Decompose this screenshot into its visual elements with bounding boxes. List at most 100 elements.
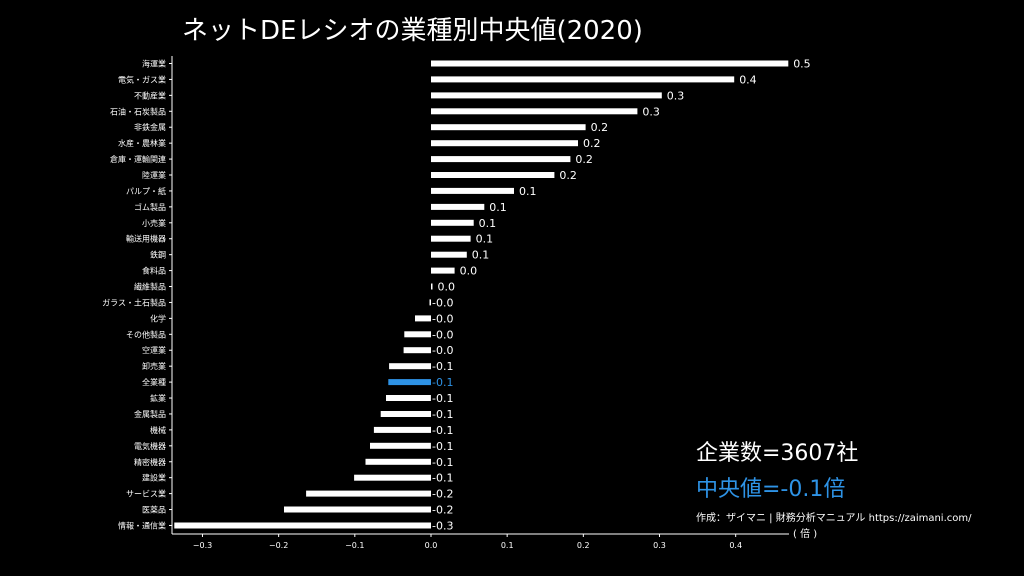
bar-value-label: 0.2 — [575, 153, 593, 166]
y-tick-label: 建設業 — [142, 473, 166, 483]
y-tick-label: 空運業 — [142, 345, 166, 355]
x-tick-label: 0.1 — [501, 541, 514, 550]
y-tick-label: ゴム製品 — [134, 202, 166, 212]
bar-value-label: -0.1 — [432, 440, 453, 453]
bar — [431, 172, 555, 178]
bar-value-label: 0.0 — [460, 265, 478, 278]
bar-value-label: 0.0 — [438, 281, 456, 294]
y-tick-label: 水産・農林業 — [118, 138, 166, 148]
bar — [431, 267, 455, 274]
bar — [431, 219, 474, 226]
y-tick-label: 鉱業 — [150, 393, 166, 403]
y-tick-label: サービス業 — [126, 489, 166, 499]
bar-value-label: 0.5 — [793, 58, 811, 71]
bar-value-label: 0.2 — [559, 169, 577, 182]
y-tick-label: その他製品 — [126, 329, 166, 339]
y-tick-label: 繊維製品 — [134, 282, 166, 292]
bar — [404, 331, 431, 338]
y-tick-label: 石油・石炭製品 — [110, 106, 166, 116]
bar-value-label: 0.2 — [591, 121, 609, 134]
bar-value-label: -0.2 — [432, 504, 453, 517]
x-tick-label: −0.1 — [345, 541, 364, 550]
y-tick-label: 鉄鋼 — [150, 250, 166, 260]
y-tick-label: 金属製品 — [134, 409, 166, 419]
axes-group: −0.3 −0.2 −0.1 0.0 0.1 0.2 0.3 0.4 — [169, 56, 789, 550]
bar-value-label: -0.1 — [432, 408, 453, 421]
bar — [429, 299, 431, 306]
bar-value-label: 0.1 — [476, 233, 494, 246]
bar — [431, 92, 662, 99]
bars-group — [174, 60, 789, 529]
bar — [431, 251, 467, 258]
y-tick-label: 不動産業 — [134, 90, 166, 100]
bar-value-label: -0.1 — [432, 472, 453, 485]
bar-value-label: -0.1 — [432, 424, 453, 437]
bar-value-label: 0.1 — [472, 249, 490, 262]
y-tick-label: 輸送用機器 — [126, 234, 166, 244]
bar-value-label: -0.1 — [432, 376, 453, 389]
bar — [389, 363, 431, 370]
y-tick-label: 海運業 — [142, 59, 166, 69]
chart-title: ネットDEレシオの業種別中央値(2020) — [182, 16, 643, 46]
bar-value-label: -0.1 — [432, 360, 453, 373]
y-tick-label: 機械 — [150, 425, 166, 435]
x-axis-unit-label: ( 倍 ) — [793, 529, 818, 540]
y-tick-label: 化学 — [150, 313, 166, 323]
bar — [431, 140, 578, 147]
bar-value-label: -0.1 — [432, 456, 453, 469]
bar — [415, 315, 431, 322]
bar — [380, 411, 431, 417]
bar — [431, 187, 514, 194]
y-tick-label: 情報・通信業 — [118, 521, 166, 531]
bar-value-label: -0.0 — [432, 296, 453, 309]
bar — [431, 283, 433, 290]
bar — [431, 76, 735, 83]
y-tick-label: 電気機器 — [134, 441, 166, 451]
bar — [431, 108, 638, 115]
y-tick-label: 倉庫・運輸関連 — [110, 154, 166, 164]
bar-value-labels-group: 0.5 0.4 0.3 0.3 0.2 0.2 0.2 0.2 0.1 0.1 0.1 0.1 0.1 0… — [432, 58, 811, 533]
bar-value-label: -0.3 — [432, 520, 453, 533]
source-credit: 作成：ザイマニ | 財務分析マニュアル https://zaimani.com/ — [696, 513, 972, 524]
bar — [306, 490, 431, 497]
y-tick-label: 小売業 — [142, 218, 166, 228]
bar — [431, 124, 586, 131]
x-tick-label: −0.3 — [193, 541, 212, 550]
bar — [388, 379, 431, 386]
company-count: 企業数=3607社 — [696, 441, 859, 466]
y-tick-label: 非鉄金属 — [134, 122, 166, 132]
y-tick-label: 食料品 — [142, 266, 166, 276]
bar-value-label: 0.1 — [479, 217, 497, 230]
bar-value-label: 0.2 — [583, 137, 601, 150]
x-tick-label: 0.2 — [577, 541, 590, 550]
bar — [431, 156, 571, 163]
y-axis-labels-group: 海運業電気・ガス業不動産業石油・石炭製品非鉄金属水産・農林業倉庫・運輸関連陸運業… — [102, 59, 166, 531]
bar-value-label: -0.0 — [432, 312, 453, 325]
bar — [373, 426, 431, 433]
bar-value-label: -0.1 — [432, 392, 453, 405]
bar — [431, 203, 485, 210]
y-tick-label: 医薬品 — [142, 505, 166, 515]
bar-value-label: 0.1 — [489, 201, 507, 214]
bar — [431, 235, 471, 242]
bar — [365, 458, 431, 465]
bar — [370, 442, 431, 449]
bar — [403, 347, 431, 354]
bar-value-label: 0.3 — [642, 105, 660, 118]
bar — [354, 474, 431, 481]
x-tick-label: 0.0 — [425, 541, 438, 550]
y-tick-label: 全業種 — [142, 377, 166, 387]
bar-value-label: -0.0 — [432, 328, 453, 341]
x-tick-label: −0.2 — [269, 541, 288, 550]
bar — [386, 395, 431, 401]
bar — [431, 60, 789, 67]
y-tick-label: パルプ・紙 — [126, 186, 166, 196]
y-tick-label: 電気・ガス業 — [118, 74, 166, 84]
x-tick-label: 0.3 — [653, 541, 666, 550]
bar-value-label: 0.4 — [739, 73, 757, 86]
y-tick-label: 陸運業 — [142, 170, 166, 180]
bar-value-label: -0.0 — [432, 344, 453, 357]
y-tick-label: 卸売業 — [142, 361, 166, 371]
x-tick-label: 0.4 — [729, 541, 742, 550]
